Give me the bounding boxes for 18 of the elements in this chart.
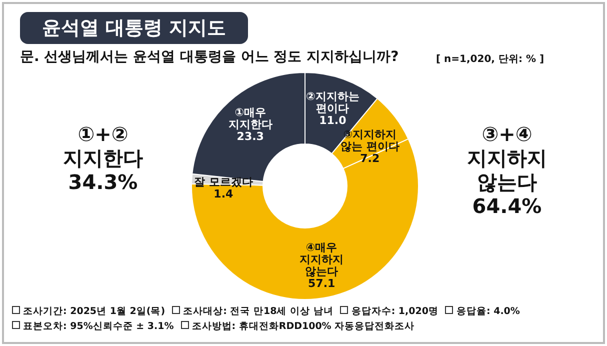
chart-subtitle: 문. 선생님께서는 윤석열 대통령을 어느 정도 지지하십니까? bbox=[20, 48, 399, 66]
data-label: 57.1 bbox=[308, 276, 336, 290]
text: ③+④ 지지하지 않는다 64.4% bbox=[466, 122, 548, 218]
data-label: 11.0 bbox=[319, 114, 347, 127]
text: 조사방법: 휴대전화RDD100% 자동응답전화조사 bbox=[190, 320, 415, 334]
text: 응답율: 4.0% bbox=[455, 305, 520, 319]
slice-label: ④매우 지지하지 않는다 bbox=[298, 240, 344, 278]
text: ①+② 지지한다 34.3% bbox=[62, 122, 144, 194]
text: [ n=1,020, 단위: % ] bbox=[436, 53, 544, 66]
text: 조사대상: 전국 만18세 이상 남녀 bbox=[182, 305, 334, 319]
text: 조사기간: 2025년 1월 2일(목) bbox=[22, 305, 166, 319]
slice-label: ②지지하는 편이다 bbox=[306, 90, 360, 115]
data-label: 1.4 bbox=[214, 188, 234, 201]
chart-title: 윤석열 대통령 지지도 bbox=[20, 12, 248, 44]
text: 응답자수: 1,020명 bbox=[350, 305, 438, 319]
text: 표본오차: 95%신뢰수준 ± 3.1% bbox=[22, 320, 174, 334]
data-label: 23.3 bbox=[236, 130, 264, 144]
slice-label: ①매우 지지한다 bbox=[227, 106, 272, 132]
